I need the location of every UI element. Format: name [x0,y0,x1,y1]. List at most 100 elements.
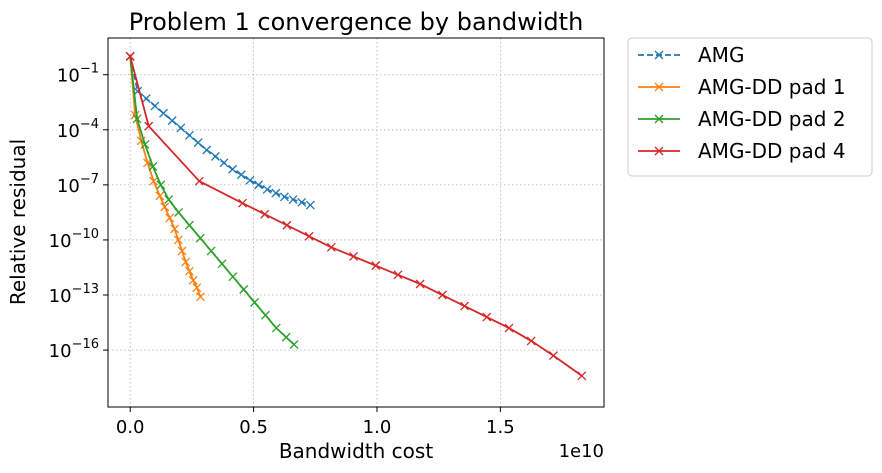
legend-label: AMG-DD pad 1 [698,75,846,99]
data-point [156,180,166,190]
data-point [254,180,263,190]
legend-item-amg-dd-pad-1: AMG-DD pad 1 [638,75,846,99]
data-point [393,270,403,280]
data-point [437,290,447,300]
data-point [210,151,220,161]
data-point [196,292,205,302]
data-point [217,259,227,269]
data-point [206,246,216,256]
y-tick-label: 10−1 [57,62,99,87]
data-point [281,332,291,342]
y-tick-label: 10−4 [57,117,99,142]
data-point [271,323,281,333]
chart-title: Problem 1 convergence by bandwidth [129,8,584,36]
data-point [194,176,204,186]
x-ticks: 0.0 0.5 1.0 1.5 [116,407,515,438]
data-point [164,195,174,205]
data-point [371,261,381,271]
data-point [526,336,536,346]
series-line [129,56,202,298]
legend-label: AMG [698,43,744,67]
data-point [297,197,307,207]
x-tick-label: 0.0 [116,417,145,438]
series-amg-dd-pad-1 [125,51,205,302]
data-point [305,200,315,210]
data-point [167,116,177,126]
data-point [228,164,238,174]
data-point [219,158,229,168]
data-point [289,340,299,350]
data-point [236,170,246,180]
x-tick-label: 1.0 [363,417,392,438]
y-tick-label: 10−10 [49,227,99,252]
data-point [260,310,270,320]
data-point [271,188,281,198]
data-point [149,176,159,186]
data-point [250,297,260,307]
legend-marker [654,82,664,92]
grid [108,38,604,407]
legend-marker [654,50,664,60]
data-point [577,371,587,381]
data-point [279,192,289,202]
y-tick-label: 10−7 [57,172,99,197]
legend-marker [654,146,664,156]
data-point [260,209,270,219]
data-point [304,231,314,241]
data-point [239,285,249,294]
data-point [181,257,191,267]
data-point [177,246,187,256]
series-line [129,56,311,206]
data-point [326,242,336,252]
plot-series [125,51,587,381]
data-point [155,191,165,201]
legend-label: AMG-DD pad 2 [698,107,846,131]
data-point [228,272,238,282]
data-point [202,145,212,155]
series-line [129,56,295,346]
legend-item-amg-dd-pad-4: AMG-DD pad 4 [638,139,846,163]
data-point [165,213,175,223]
y-ticks: 10−1 10−4 10−7 10−10 10−13 10−16 [49,62,108,362]
data-point [184,220,194,230]
data-point [193,138,203,148]
data-point [262,184,272,194]
series-line [129,56,583,377]
x-tick-label: 1.5 [486,417,515,438]
data-point [192,283,202,293]
legend-item-amg: AMG [638,43,744,67]
data-point [282,220,292,230]
data-point [144,121,154,131]
data-point [195,233,205,243]
data-point [349,252,358,261]
data-point [482,312,492,322]
data-point [288,195,298,205]
data-point [141,94,151,104]
data-point [415,279,425,289]
x-tick-label: 0.5 [239,417,268,438]
data-point [238,198,247,208]
data-point [125,51,135,61]
data-point [184,266,194,276]
series-amg-dd-pad-2 [125,51,299,350]
series-amg [125,51,315,210]
legend-label: AMG-DD pad 4 [698,139,846,163]
data-point [170,224,180,234]
data-point [140,140,150,149]
y-tick-label: 10−16 [49,337,99,362]
legend-marker [654,114,664,124]
data-point [132,114,142,124]
x-axis-label: Bandwidth cost [279,439,433,463]
data-point [188,275,198,285]
series-amg-dd-pad-4 [125,51,587,381]
data-point [173,235,183,245]
data-point [159,108,168,118]
x-offset-label: 1e10 [559,441,604,462]
legend-frame [627,37,873,177]
data-point [184,130,194,140]
data-point [174,207,184,217]
legend-item-amg-dd-pad-2: AMG-DD pad 2 [638,107,846,131]
y-axis-label: Relative residual [6,139,30,305]
data-point [160,202,170,212]
